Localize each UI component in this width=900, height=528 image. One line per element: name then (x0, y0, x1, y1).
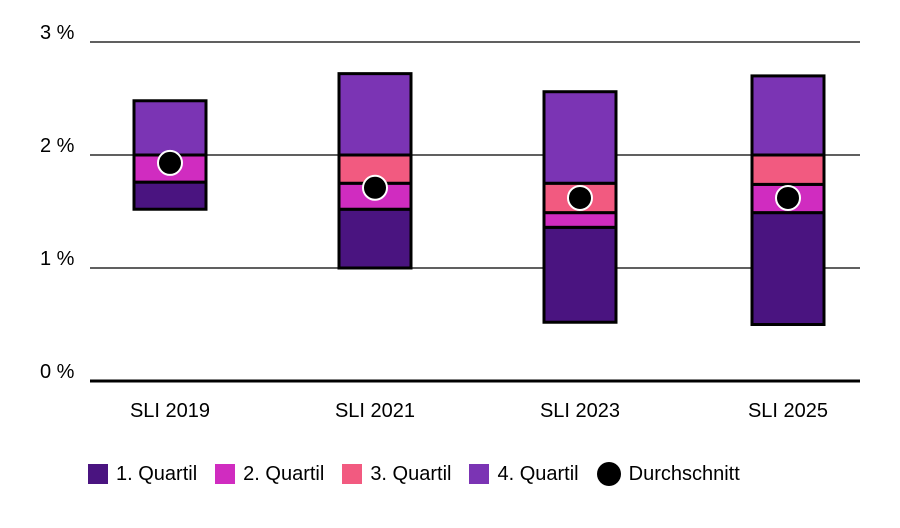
x-category-labels: SLI 2019 SLI 2021 SLI 2023 SLI 2025 (130, 400, 828, 422)
q1-segment (542, 225, 618, 324)
mean-dot (157, 149, 183, 176)
legend-label-q3: 3. Quartil (370, 462, 452, 485)
legend: 1. Quartil 2. Quartil 3. Quartil 4. Quar… (88, 462, 740, 486)
q4-segment (750, 74, 826, 157)
legend-swatch-q3 (342, 464, 363, 484)
y-tick-label: 3 % (40, 22, 75, 44)
legend-label-mean: Durchschnitt (628, 462, 740, 485)
box-sli-2023 (542, 90, 618, 324)
q2-segment (542, 211, 618, 229)
y-tick-labels: 0 % 1 % 2 % 3 % (40, 22, 75, 383)
mean-dot (362, 174, 388, 201)
x-category-label: SLI 2019 (130, 400, 210, 422)
mean-dot (567, 184, 593, 211)
legend-swatch-q4 (469, 464, 490, 484)
legend-item-mean: Durchschnitt (596, 462, 740, 486)
q4-segment (542, 90, 618, 185)
legend-item-q1: 1. Quartil (88, 463, 197, 486)
mean-dot (775, 184, 801, 211)
q1-segment (132, 180, 208, 211)
box-sli-2021 (337, 72, 413, 270)
x-category-label: SLI 2021 (335, 400, 415, 422)
legend-mean-dot-icon (596, 462, 621, 486)
x-category-label: SLI 2023 (540, 400, 620, 422)
legend-swatch-q2 (215, 464, 236, 484)
grid-lines (90, 41, 860, 383)
q1-segment (750, 211, 826, 327)
y-tick-label: 1 % (40, 248, 75, 270)
legend-label-q2: 2. Quartil (243, 462, 325, 485)
legend-item-q3: 3. Quartil (342, 463, 451, 486)
box-sli-2019 (132, 99, 208, 211)
x-category-label: SLI 2025 (748, 400, 828, 422)
box-sli-2025 (750, 74, 826, 327)
legend-label-q1: 1. Quartil (116, 462, 198, 485)
legend-item-q2: 2. Quartil (215, 463, 324, 486)
y-tick-label: 0 % (40, 361, 75, 383)
q4-segment (132, 99, 208, 157)
q3-segment (750, 153, 826, 186)
boxes (132, 72, 826, 327)
y-tick-label: 2 % (40, 135, 75, 157)
legend-label-q4: 4. Quartil (497, 462, 579, 485)
legend-item-q4: 4. Quartil (469, 462, 579, 486)
q4-segment (337, 72, 413, 157)
q1-segment (337, 207, 413, 270)
quartile-chart: 0 %1 %2 %3 % SLI 2019 SLI 2021 SLI 2023 SLI… (40, 22, 860, 422)
legend-swatch-q1 (88, 464, 108, 484)
